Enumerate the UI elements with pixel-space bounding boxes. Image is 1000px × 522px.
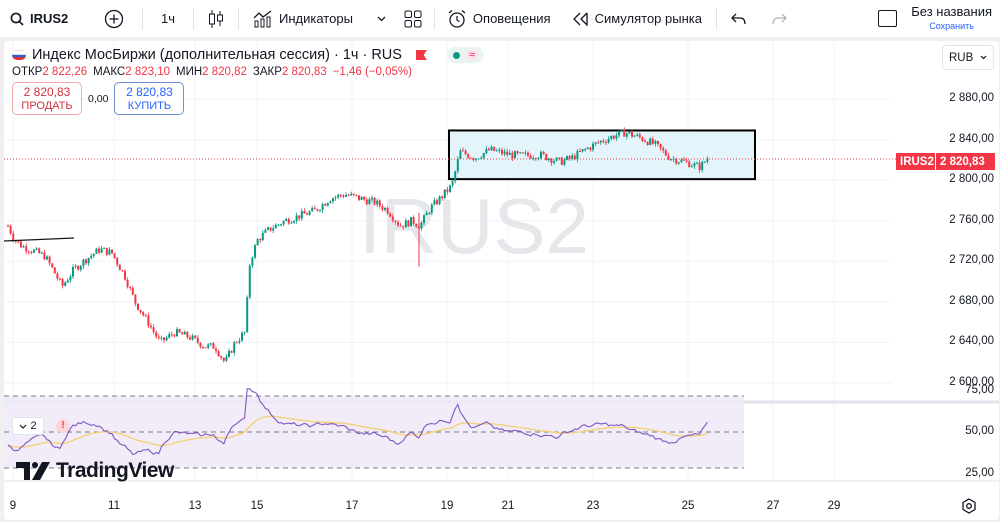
redo-icon <box>772 13 787 24</box>
symbol-name: IRUS2 <box>30 11 69 26</box>
layout-name-block[interactable]: Без названия Сохранить <box>911 3 992 33</box>
time-tick-label: 29 <box>827 500 841 512</box>
indicators-label: Индикаторы <box>279 11 353 26</box>
symbol-legend: Индекс МосБиржи (дополнительная сессия) … <box>12 47 484 115</box>
undo-icon <box>731 13 746 24</box>
top-toolbar: IRUS2 1ч Индикаторы Оповещения Симулятор… <box>0 0 1000 37</box>
legend-title-row: Индекс МосБиржи (дополнительная сессия) … <box>12 47 484 63</box>
divider <box>715 7 717 30</box>
redo-button[interactable] <box>761 0 797 37</box>
replay-label: Симулятор рынка <box>594 11 702 26</box>
alerts-label: Оповещения <box>472 11 551 26</box>
divider <box>433 7 435 30</box>
ohlc-change: −1,46 (−0,05%) <box>332 66 412 78</box>
indicators-icon <box>253 9 272 27</box>
sell-price: 2 820,83 <box>23 84 71 99</box>
price-tick-label: 2 880,00 <box>949 92 994 104</box>
symbol-price-tag: IRUS2 <box>896 153 935 170</box>
price-tick-label: 2 840,00 <box>949 132 994 145</box>
rsi-pane-count: 2 <box>30 420 37 432</box>
divider <box>193 7 195 30</box>
candles-icon <box>209 9 224 28</box>
time-tick-label: 11 <box>108 500 120 512</box>
time-tick-label: 27 <box>766 500 780 512</box>
tradingview-logo[interactable]: TradingView <box>16 459 174 483</box>
price-tick-label: 2 600,00 <box>949 376 994 388</box>
divider <box>142 7 143 30</box>
buy-label: КУПИТЬ <box>127 99 172 112</box>
rsi-tick-label: 25,00 <box>965 467 994 479</box>
price-tick-label: 2 720,00 <box>949 254 994 267</box>
chevron-down-icon <box>980 55 987 60</box>
russia-flag-icon <box>12 50 26 60</box>
buy-button[interactable]: 2 820,83 КУПИТЬ <box>114 82 185 115</box>
rsi-collapse-button[interactable]: 2 <box>12 417 44 435</box>
flag-marker-icon[interactable] <box>415 50 427 60</box>
data-delay-icon: ≈ <box>465 49 478 61</box>
interval-label: 1ч <box>161 11 176 26</box>
undo-button[interactable] <box>717 0 761 37</box>
chart-canvas[interactable]: IRUS2 <box>4 41 999 520</box>
chevron-down-icon <box>377 16 386 21</box>
ohlc-close: ЗАКР2 820,83 <box>252 66 327 78</box>
compare-button[interactable] <box>80 0 142 37</box>
symbol-search[interactable]: IRUS2 <box>0 0 80 37</box>
chart-type-button[interactable] <box>194 0 238 37</box>
time-tick-label: 25 <box>681 500 695 512</box>
chart-panel[interactable]: IRUS2 Индекс МосБиржи (дополнительная се… <box>4 41 999 520</box>
divider <box>238 7 240 30</box>
ohlc-low: МИН2 820,82 <box>176 66 247 78</box>
layout-name: Без названия <box>911 3 992 19</box>
time-tick-label: 21 <box>501 500 515 512</box>
sell-button[interactable]: 2 820,83 ПРОДАТЬ <box>12 82 82 115</box>
time-tick-label: 19 <box>440 500 454 512</box>
alarm-clock-icon <box>448 9 466 28</box>
grid-icon <box>404 10 422 27</box>
layouts-button[interactable] <box>392 0 434 37</box>
save-link[interactable]: Сохранить <box>929 20 974 31</box>
last-price-tag: 2 820,83 <box>936 153 995 170</box>
time-tick-label: 15 <box>250 500 264 512</box>
sell-label: ПРОДАТЬ <box>21 99 73 112</box>
time-tick-label: 9 <box>9 500 17 512</box>
layout-controls: Без названия Сохранить <box>878 3 1000 33</box>
currency-select[interactable]: RUB <box>942 45 994 70</box>
ohlc-open: ОТКР2 822,26 <box>12 66 88 78</box>
svg-text:IRUS2: IRUS2 <box>359 182 589 270</box>
rsi-tick-label: 75,00 <box>965 384 994 396</box>
layout-checkbox-icon[interactable] <box>878 10 898 27</box>
ohlc-high: МАКС2 823,10 <box>93 66 170 78</box>
chevron-down-icon <box>20 424 27 429</box>
trade-buttons: 2 820,83 ПРОДАТЬ 0,00 2 820,83 КУПИТЬ <box>12 82 484 115</box>
spread-value: 0,00 <box>88 92 109 105</box>
market-status-pill[interactable]: ≈ <box>446 47 484 63</box>
settings-gear-icon[interactable] <box>961 498 977 514</box>
rsi-tick-label: 50,00 <box>965 425 994 437</box>
price-tick-label: 2 800,00 <box>949 173 994 186</box>
interval-button[interactable]: 1ч <box>143 0 193 37</box>
rewind-icon <box>572 12 588 26</box>
tradingview-wordmark: TradingView <box>56 459 174 482</box>
indicators-button[interactable]: Индикаторы <box>239 0 361 37</box>
alerts-button[interactable]: Оповещения <box>435 0 559 37</box>
indicators-dropdown[interactable] <box>361 0 392 37</box>
price-tick-label: 2 680,00 <box>949 294 994 307</box>
ohlc-row: ОТКР2 822,26 МАКС2 823,10 МИН2 820,82 ЗА… <box>12 66 484 78</box>
time-tick-label: 23 <box>586 500 600 512</box>
time-tick-label: 13 <box>188 500 202 512</box>
legend-title: Индекс МосБиржи (дополнительная сессия) … <box>32 47 402 63</box>
warning-icon[interactable]: ! <box>56 419 70 433</box>
replay-button[interactable]: Симулятор рынка <box>559 0 710 37</box>
tradingview-logo-icon <box>16 462 50 480</box>
plus-circle-icon <box>104 9 124 28</box>
buy-price: 2 820,83 <box>126 84 173 99</box>
time-tick-label: 17 <box>345 500 359 512</box>
price-tick-label: 2 760,00 <box>949 213 994 226</box>
market-open-dot-icon <box>452 51 460 59</box>
currency-label: RUB <box>949 51 974 64</box>
price-tick-label: 2 640,00 <box>949 335 994 348</box>
search-icon <box>10 12 24 26</box>
